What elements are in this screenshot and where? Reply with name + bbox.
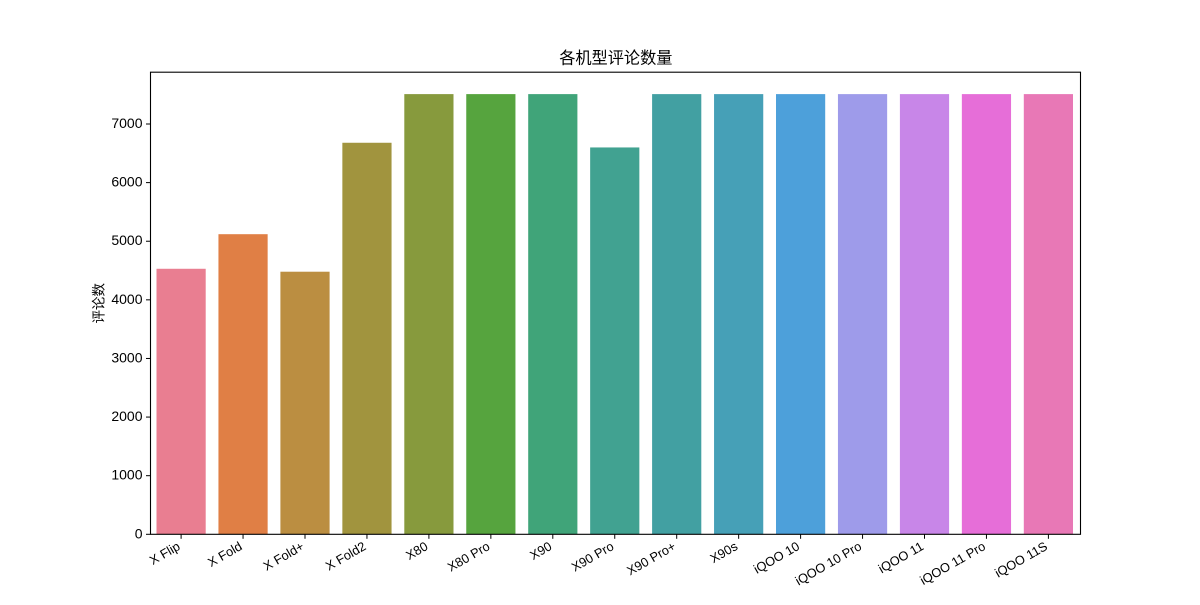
svg-text:3000: 3000 — [111, 349, 142, 365]
svg-text:各机型评论数量: 各机型评论数量 — [559, 50, 672, 68]
svg-text:评论数: 评论数 — [92, 283, 107, 324]
svg-text:5000: 5000 — [111, 232, 142, 248]
svg-text:0: 0 — [135, 525, 143, 541]
svg-text:2000: 2000 — [111, 408, 142, 424]
svg-text:6000: 6000 — [111, 174, 142, 190]
svg-text:1000: 1000 — [111, 467, 142, 483]
svg-text:4000: 4000 — [111, 291, 142, 307]
svg-text:7000: 7000 — [111, 115, 142, 131]
